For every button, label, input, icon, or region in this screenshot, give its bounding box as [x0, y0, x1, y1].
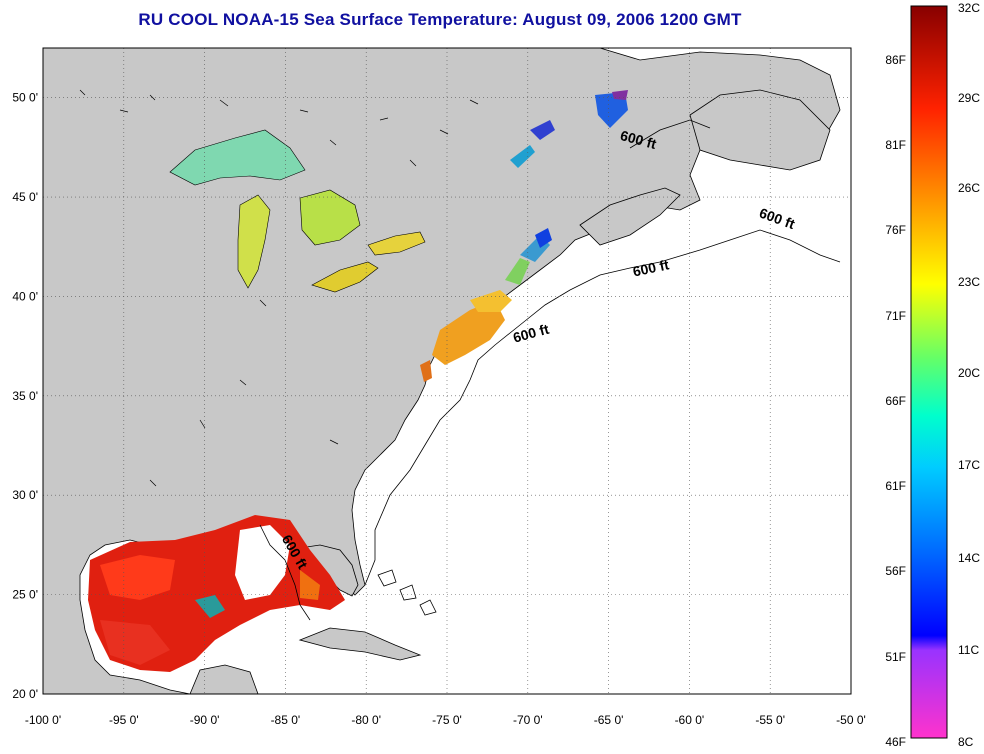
map-title: RU COOL NOAA-15 Sea Surface Temperature:…	[138, 10, 742, 29]
longitude-tick-label: -70 0'	[513, 713, 543, 727]
longitude-tick-label: -85 0'	[271, 713, 301, 727]
colorbar-fahrenheit-label: 71F	[885, 309, 906, 323]
longitude-tick-label: -95 0'	[109, 713, 139, 727]
fahrenheit-labels: 86F 81F 76F 71F 66F 61F 56F 51F 46F	[885, 53, 906, 749]
colorbar-fahrenheit-label: 66F	[885, 394, 906, 408]
colorbar-fahrenheit-label: 81F	[885, 138, 906, 152]
nova-scotia-land	[579, 187, 681, 246]
great-lakes	[169, 129, 426, 293]
latitude-tick-label: 30 0'	[12, 488, 38, 502]
atlantic-coastal-sst	[420, 228, 552, 382]
colorbar-celsius-label: 23C	[958, 275, 980, 289]
lake-erie	[311, 261, 379, 293]
colorbar-fahrenheit-label: 61F	[885, 479, 906, 493]
longitude-tick-label: -65 0'	[594, 713, 624, 727]
longitude-tick-label: -50 0'	[836, 713, 866, 727]
longitude-tick-label: -60 0'	[675, 713, 705, 727]
longitude-tick-label: -75 0'	[432, 713, 462, 727]
bahamas-islands	[377, 569, 437, 616]
newfoundland-land	[689, 89, 831, 171]
longitude-tick-label: -90 0'	[190, 713, 220, 727]
scattered-features	[79, 89, 479, 487]
colorbar-fahrenheit-label: 51F	[885, 650, 906, 664]
lake-superior	[169, 129, 306, 186]
contour-label: 600 ft	[631, 256, 670, 279]
latitude-tick-labels: 50 0' 45 0' 40 0' 35 0' 30 0' 25 0' 20 0'	[12, 91, 38, 701]
colorbar-fahrenheit-label: 46F	[885, 735, 906, 749]
latitude-tick-label: 25 0'	[12, 588, 38, 602]
colorbar-gradient	[910, 5, 948, 739]
yucatan-land	[189, 664, 259, 694]
lake-ontario	[367, 231, 426, 256]
latitude-tick-label: 20 0'	[12, 687, 38, 701]
colorbar-celsius-label: 20C	[958, 366, 980, 380]
lake-michigan	[237, 194, 271, 289]
gulf-sst	[88, 515, 345, 672]
latitude-tick-label: 40 0'	[12, 289, 38, 303]
latitude-tick-label: 45 0'	[12, 190, 38, 204]
longitude-tick-label: -100 0'	[25, 713, 61, 727]
colorbar-celsius-label: 26C	[958, 181, 980, 195]
colorbar-celsius-label: 29C	[958, 91, 980, 105]
latitude-tick-label: 50 0'	[12, 91, 38, 105]
longitude-tick-label: -80 0'	[351, 713, 381, 727]
latitude-tick-label: 35 0'	[12, 389, 38, 403]
longitude-tick-labels: -100 0' -95 0' -90 0' -85 0' -80 0' -75 0' -70…	[25, 713, 866, 727]
st-lawrence-sst	[510, 90, 628, 168]
colorbar-celsius-label: 8C	[958, 735, 974, 749]
lake-huron	[299, 189, 361, 246]
colorbar-fahrenheit-label: 86F	[885, 53, 906, 67]
colorbar-celsius-label: 11C	[958, 643, 979, 657]
cuba-land	[298, 627, 422, 661]
colorbar-fahrenheit-label: 76F	[885, 223, 906, 237]
colorbar-celsius-label: 14C	[958, 551, 980, 565]
colorbar-celsius-label: 17C	[958, 458, 980, 472]
longitude-tick-label: -55 0'	[755, 713, 785, 727]
colorbar-celsius-label: 32C	[958, 1, 980, 15]
plot-frame	[42, 47, 852, 695]
colorbar-fahrenheit-label: 56F	[885, 564, 906, 578]
contour-600ft	[259, 119, 841, 621]
celsius-labels: 32C 29C 26C 23C 20C 17C 14C 11C 8C	[958, 1, 980, 749]
